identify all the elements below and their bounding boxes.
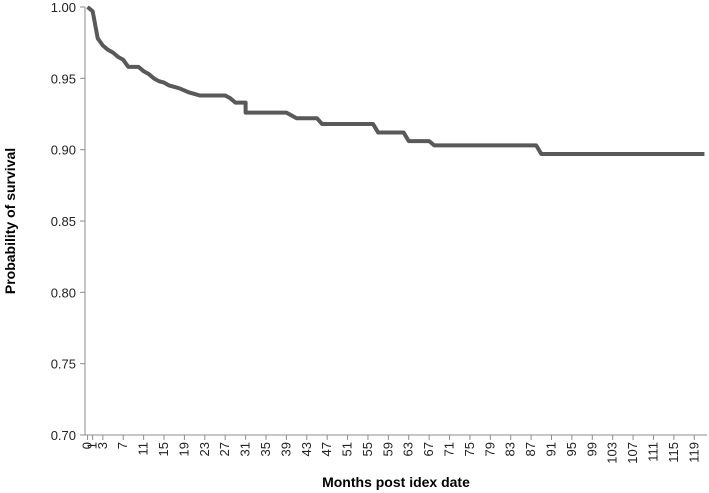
y-tick-label: 0.95 (51, 71, 76, 86)
x-tick-label: 79 (482, 442, 497, 456)
x-tick-label: 71 (442, 442, 457, 456)
x-tick-label: 1 (85, 442, 100, 449)
x-tick-label: 99 (584, 442, 599, 456)
x-tick-label: 103 (605, 442, 620, 464)
survival-line (86, 5, 705, 156)
x-tick-label: 107 (625, 442, 640, 464)
y-tick-label: 0.75 (51, 357, 76, 372)
x-tick-label: 63 (401, 442, 416, 456)
x-tick-label: 75 (462, 442, 477, 456)
x-tick-label: 27 (217, 442, 232, 456)
x-tick-label: 0 (80, 442, 95, 449)
x-tick-label: 31 (238, 442, 253, 456)
x-tick-label: 23 (197, 442, 212, 456)
x-tick-label: 19 (176, 442, 191, 456)
y-tick-label: 0.85 (51, 214, 76, 229)
x-tick-label: 83 (503, 442, 518, 456)
x-tick-label: 115 (666, 442, 681, 463)
x-tick-label: 11 (136, 442, 151, 456)
x-tick-label: 15 (156, 442, 171, 456)
x-tick-label: 51 (340, 442, 355, 456)
x-tick-label: 95 (564, 442, 579, 456)
x-tick-label: 91 (544, 442, 559, 456)
y-tick-label: 0.90 (51, 143, 76, 158)
y-tick-label: 1.00 (51, 0, 76, 15)
x-tick-label: 35 (258, 442, 273, 456)
y-tick-label: 0.80 (51, 285, 76, 300)
x-axis-title: Months post idex date (322, 474, 470, 490)
x-tick-label: 7 (115, 442, 130, 449)
x-tick-label: 39 (278, 442, 293, 456)
x-tick-label: 55 (360, 442, 375, 456)
x-tick-label: 43 (299, 442, 314, 456)
y-tick-label: 0.70 (51, 428, 76, 443)
x-tick-label: 3 (95, 442, 110, 449)
y-axis-title: Probability of survival (2, 148, 18, 294)
x-tick-label: 119 (686, 442, 701, 463)
x-tick-label: 111 (645, 442, 660, 462)
x-tick-label: 59 (380, 442, 395, 456)
x-tick-label: 67 (421, 442, 436, 456)
x-tick-label: 87 (523, 442, 538, 456)
x-tick-label: 47 (319, 442, 334, 456)
